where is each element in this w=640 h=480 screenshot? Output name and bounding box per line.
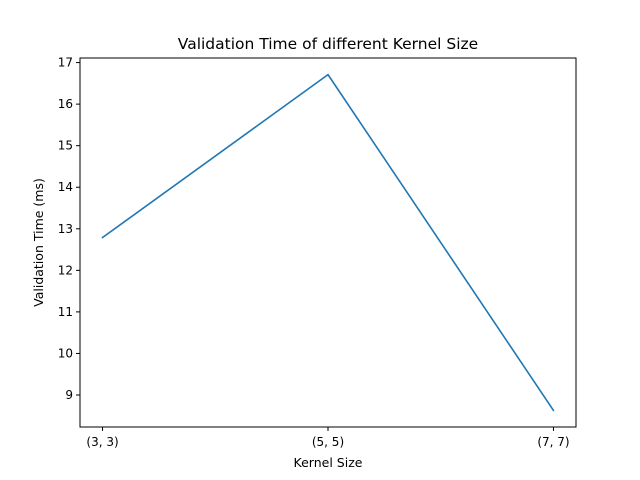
series-line [101, 73, 555, 412]
x-tick-label: (3, 3) [86, 435, 118, 449]
series-layer [101, 73, 555, 412]
y-tick-label: 13 [58, 222, 73, 236]
plot-area: 9 10 11 12 13 14 15 16 17 (3, 3) (5, 5) (7, 7) [58, 56, 577, 449]
y-axis-ticks: 9 10 11 12 13 14 15 16 17 [58, 56, 80, 402]
y-tick-label: 12 [58, 263, 73, 277]
x-axis-label: Kernel Size [294, 455, 363, 470]
y-tick-label: 9 [65, 388, 73, 402]
y-tick-label: 17 [58, 56, 73, 70]
chart-title: Validation Time of different Kernel Size [178, 35, 478, 53]
y-tick-label: 16 [58, 97, 73, 111]
plot-frame [79, 57, 577, 428]
y-axis-label: Validation Time (ms) [31, 178, 46, 307]
y-tick-label: 14 [58, 180, 73, 194]
x-axis-ticks: (3, 3) (5, 5) (7, 7) [86, 427, 570, 449]
y-tick-label: 15 [58, 139, 73, 153]
y-tick-label: 10 [58, 346, 73, 360]
x-tick-label: (5, 5) [312, 435, 344, 449]
y-tick-label: 11 [58, 305, 73, 319]
x-tick-label: (7, 7) [537, 435, 569, 449]
